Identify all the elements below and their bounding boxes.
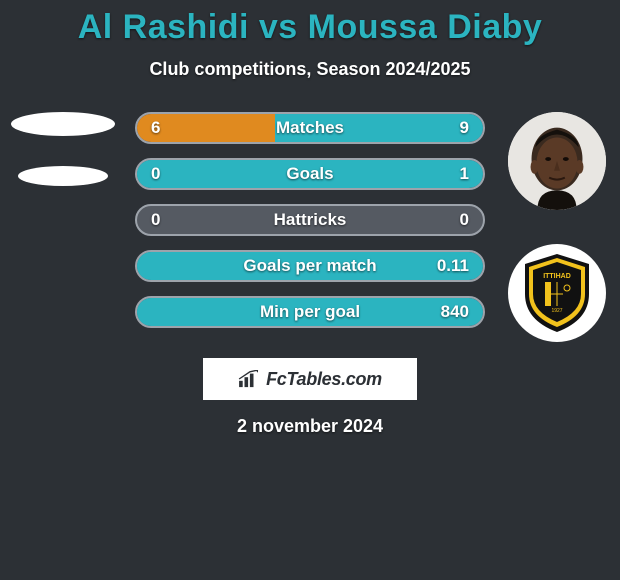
compare-block: ITTIHAD 1927 69Matches 01Goals 00Hattricks…: [0, 112, 620, 352]
brand-text: FcTables.com: [266, 369, 382, 390]
page-title: Al Rashidi vs Moussa Diaby: [0, 0, 620, 47]
stat-label: Goals per match: [137, 252, 483, 280]
stat-row: 0.11Goals per match: [135, 250, 485, 282]
stat-row: 840Min per goal: [135, 296, 485, 328]
player-face-icon: [508, 112, 606, 210]
player-left-column: [8, 112, 118, 186]
stat-label: Hattricks: [137, 206, 483, 234]
player-right-column: ITTIHAD 1927: [502, 112, 612, 342]
stat-label: Min per goal: [137, 298, 483, 326]
stat-row: 01Goals: [135, 158, 485, 190]
player-left-club-placeholder: [18, 166, 108, 186]
stat-row: 69Matches: [135, 112, 485, 144]
club-badge-icon: ITTIHAD 1927: [521, 252, 593, 334]
svg-text:1927: 1927: [551, 308, 562, 314]
stat-rows: 69Matches 01Goals 00Hattricks 0.11Goals per…: [135, 112, 485, 342]
footer-date: 2 november 2024: [0, 416, 620, 437]
stat-label: Matches: [137, 114, 483, 142]
svg-text:ITTIHAD: ITTIHAD: [543, 273, 571, 280]
player-right-club-badge: ITTIHAD 1927: [508, 244, 606, 342]
player-left-photo-placeholder: [11, 112, 115, 136]
brand-box: FcTables.com: [203, 358, 417, 400]
brand-chart-icon: [238, 370, 260, 388]
player-right-photo: [508, 112, 606, 210]
subtitle: Club competitions, Season 2024/2025: [0, 59, 620, 80]
stat-row: 00Hattricks: [135, 204, 485, 236]
stat-label: Goals: [137, 160, 483, 188]
comparison-card: Al Rashidi vs Moussa Diaby Club competit…: [0, 0, 620, 580]
